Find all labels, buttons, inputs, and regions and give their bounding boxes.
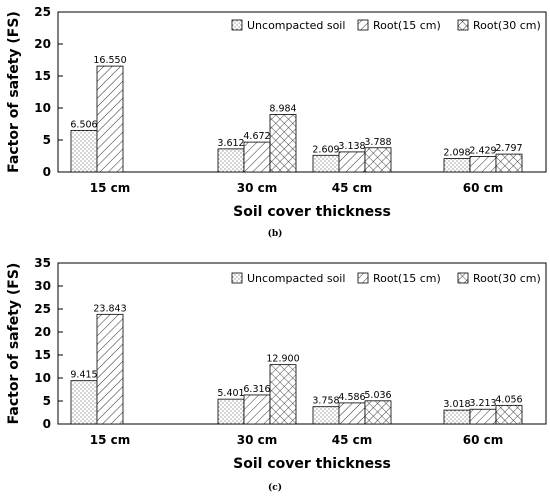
data-label: 16.550 [93,55,126,66]
data-label: 23.843 [93,303,126,314]
data-label: 2.797 [495,143,522,154]
bar-crosshatch [269,364,297,425]
bar-diagonal [96,65,124,173]
legend-label: Uncompacted soil [247,19,345,32]
figure-caption: (c) [268,482,282,493]
bar-crosshatch [495,153,523,173]
bar-crosshatch [364,400,392,425]
data-label: 4.672 [243,131,270,142]
bar-crosshatch [364,147,392,173]
data-label: 4.056 [495,394,522,405]
y-tick-label: 20 [34,37,51,51]
data-label: 12.900 [266,354,299,365]
data-label: 6.316 [243,384,270,395]
data-label: 6.506 [70,119,97,130]
bar-diagonal [469,156,497,173]
bar-diagonal [338,402,366,425]
bar-dots [70,129,98,173]
data-label: 5.401 [217,388,244,399]
bar-diagonal [96,313,124,425]
data-label: 2.098 [443,148,470,159]
y-tick-label: 5 [43,133,51,147]
y-tick-label: 5 [43,394,51,408]
y-tick-label: 25 [34,302,51,316]
x-category-label: 45 cm [332,433,373,447]
chart-panel-c: 0 5 10 15 20 25 30 35 Factor of safety (FS) 9.415… [6,256,547,493]
bar-crosshatch [269,114,297,173]
bar-dots [443,158,471,173]
data-label: 3.612 [217,138,244,149]
y-tick-label: 20 [34,325,51,339]
data-label: 3.788 [364,137,391,148]
legend-swatch [457,19,469,31]
bar-dots [443,409,471,425]
x-category-label: 30 cm [237,433,278,447]
legend-label: Root(15 cm) [373,19,441,32]
x-category-label: 60 cm [463,433,504,447]
data-label: 3.138 [338,141,365,152]
bar-dots [70,380,98,425]
data-label: 9.415 [70,370,97,381]
y-tick-label: 0 [43,165,51,179]
bar-crosshatch [495,404,523,425]
figure-caption: (b) [268,228,283,239]
legend-label: Root(30 cm) [473,272,541,285]
y-tick-label: 15 [34,69,51,83]
data-label: 3.018 [443,399,470,410]
legend-swatch [231,272,243,284]
y-tick-label: 10 [34,101,51,115]
bar-dots [217,148,245,173]
bar-diagonal [338,151,366,173]
chart-panel-b: 0 5 10 15 20 25 Factor of safety (FS) 6.506 16.5… [6,5,547,239]
data-label: 3.758 [312,396,339,407]
data-label: 8.984 [269,104,296,115]
bar-diagonal [243,394,271,425]
bar-diagonal [243,141,271,173]
x-category-label: 15 cm [90,433,131,447]
legend-swatch [457,272,469,284]
y-tick-label: 10 [34,371,51,385]
data-label: 2.429 [469,145,496,156]
legend-label: Root(30 cm) [473,19,541,32]
data-label: 3.213 [469,398,496,409]
data-label: 2.609 [312,144,339,155]
legend-label: Root(15 cm) [373,272,441,285]
data-label: 5.036 [364,390,391,401]
bar-dots [217,398,245,425]
plot-frame [57,262,547,425]
x-category-label: 60 cm [463,181,504,195]
y-axis-title: Factor of safety (FS) [6,263,22,425]
legend-swatch [357,19,369,31]
x-category-label: 30 cm [237,181,278,195]
y-axis-title: Factor of safety (FS) [6,11,22,173]
legend-swatch [231,19,243,31]
y-tick-label: 0 [43,417,51,431]
plot-frame [57,11,547,173]
legend-swatch [357,272,369,284]
y-tick-label: 30 [34,279,51,293]
y-tick-label: 15 [34,348,51,362]
y-tick-label: 25 [34,5,51,19]
legend-label: Uncompacted soil [247,272,345,285]
x-axis-title: Soil cover thickness [233,204,391,220]
x-axis-title: Soil cover thickness [233,456,391,472]
y-tick-label: 35 [34,256,51,270]
data-label: 4.586 [338,392,365,403]
x-category-label: 15 cm [90,181,131,195]
bar-diagonal [469,408,497,425]
bar-dots [312,154,340,173]
bar-dots [312,406,340,425]
x-category-label: 45 cm [332,181,373,195]
